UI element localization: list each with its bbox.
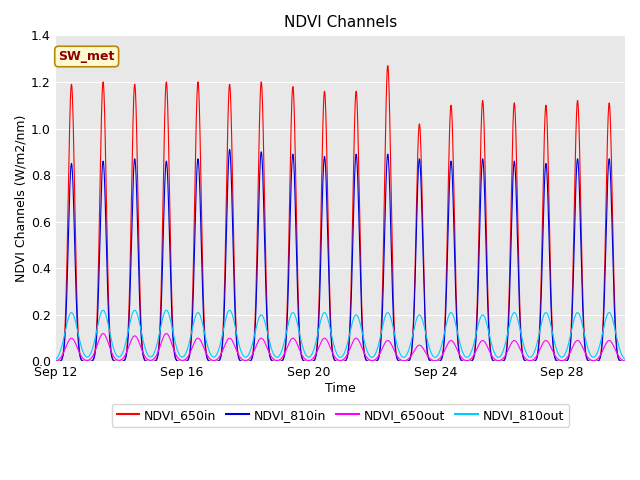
Line: NDVI_810out: NDVI_810out: [56, 310, 625, 360]
NDVI_810in: [460, 359, 467, 364]
NDVI_650out: [194, 336, 202, 341]
NDVI_650in: [194, 82, 202, 88]
NDVI_810out: [460, 351, 467, 357]
NDVI_650in: [321, 91, 329, 96]
NDVI_650in: [621, 359, 629, 364]
NDVI_810in: [321, 156, 329, 161]
NDVI_810in: [52, 359, 60, 364]
NDVI_810out: [584, 347, 592, 352]
NDVI_810out: [226, 307, 234, 313]
NDVI_650in: [417, 155, 425, 161]
NDVI_810in: [226, 146, 234, 152]
NDVI_650out: [321, 336, 329, 341]
NDVI_810out: [321, 310, 329, 315]
NDVI_810in: [396, 359, 404, 364]
NDVI_650out: [52, 358, 60, 364]
NDVI_810in: [621, 359, 629, 364]
NDVI_650in: [384, 63, 392, 69]
NDVI_650out: [460, 357, 467, 362]
NDVI_810out: [396, 351, 404, 357]
NDVI_810out: [621, 357, 629, 362]
NDVI_650in: [460, 359, 467, 364]
Title: NDVI Channels: NDVI Channels: [284, 15, 397, 30]
Text: SW_met: SW_met: [58, 50, 115, 63]
NDVI_810out: [417, 314, 425, 320]
Legend: NDVI_650in, NDVI_810in, NDVI_650out, NDVI_810out: NDVI_650in, NDVI_810in, NDVI_650out, NDV…: [111, 404, 569, 427]
NDVI_810out: [52, 357, 60, 362]
NDVI_650in: [584, 358, 592, 363]
Y-axis label: NDVI Channels (W/m2/nm): NDVI Channels (W/m2/nm): [15, 115, 28, 282]
NDVI_810in: [584, 358, 592, 364]
NDVI_650out: [163, 331, 170, 336]
Line: NDVI_810in: NDVI_810in: [56, 149, 625, 361]
Line: NDVI_650out: NDVI_650out: [56, 334, 625, 361]
NDVI_810in: [194, 158, 202, 164]
NDVI_810in: [417, 185, 425, 191]
NDVI_650out: [584, 355, 592, 360]
Line: NDVI_650in: NDVI_650in: [56, 66, 625, 361]
X-axis label: Time: Time: [325, 382, 356, 395]
NDVI_650out: [621, 358, 629, 364]
NDVI_650out: [396, 357, 404, 362]
NDVI_650in: [396, 359, 404, 364]
NDVI_650out: [417, 343, 425, 349]
NDVI_810out: [194, 310, 202, 315]
NDVI_650in: [52, 359, 60, 364]
